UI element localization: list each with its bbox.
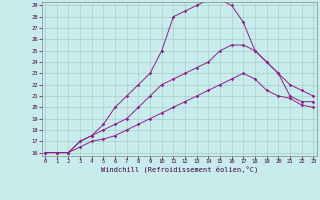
X-axis label: Windchill (Refroidissement éolien,°C): Windchill (Refroidissement éolien,°C): [100, 166, 258, 173]
